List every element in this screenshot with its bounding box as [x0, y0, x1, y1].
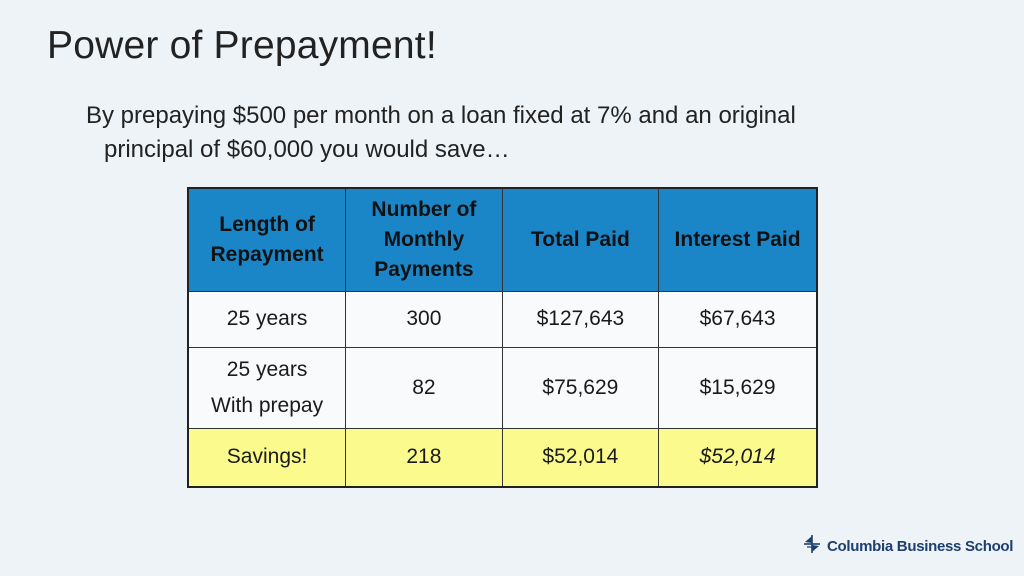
header-text: Length of: [219, 212, 315, 236]
cell-length: 25 years With prepay: [187, 346, 347, 429]
cell-total-paid: $75,629: [501, 346, 660, 429]
header-length-of-repayment: Length of Repayment: [187, 187, 347, 292]
cell-interest-paid: $67,643: [658, 290, 818, 348]
savings-row: Savings! 218 $52,014 $52,014: [187, 427, 818, 488]
body-text-line-2: principal of $60,000 you would save…: [104, 136, 510, 163]
cell-interest-paid: $52,014: [658, 427, 818, 488]
header-text: Interest Paid: [674, 227, 801, 251]
cell-payments: 218: [345, 427, 503, 488]
header-interest-paid: Interest Paid: [658, 187, 818, 292]
cell-payments: 82: [345, 346, 503, 429]
header-text: Monthly: [383, 227, 465, 251]
cell-length-line: With prepay: [211, 393, 324, 417]
header-text: Payments: [374, 257, 474, 281]
table-row: 25 years 300 $127,643 $67,643: [187, 290, 818, 348]
logo-text: Columbia Business School: [827, 538, 1014, 555]
cell-payments: 300: [345, 290, 503, 348]
table-header-row: Length of Repayment Number of Monthly Pa…: [187, 187, 818, 292]
columbia-business-school-logo: Columbia Business School: [802, 534, 1013, 559]
cell-length: 25 years: [187, 290, 347, 348]
cell-interest-paid: $15,629: [658, 346, 818, 429]
header-text: Total Paid: [530, 227, 630, 251]
columbia-crown-icon: [802, 534, 822, 559]
header-text: Number of: [371, 197, 477, 221]
header-total-paid: Total Paid: [501, 187, 660, 292]
cell-total-paid: $52,014: [501, 427, 660, 488]
cell-length-line: 25 years: [226, 357, 308, 381]
prepayment-table: Length of Repayment Number of Monthly Pa…: [187, 187, 818, 488]
body-text-line-1: By prepaying $500 per month on a loan fi…: [86, 102, 796, 129]
body-text: By prepaying $500 per month on a loan fi…: [86, 99, 926, 167]
slide-title: Power of Prepayment!: [47, 24, 437, 67]
header-number-of-payments: Number of Monthly Payments: [345, 187, 503, 292]
table-row: 25 years With prepay 82 $75,629 $15,629: [187, 346, 818, 429]
header-text: Repayment: [210, 242, 324, 266]
cell-total-paid: $127,643: [501, 290, 660, 348]
cell-length: Savings!: [187, 427, 347, 488]
